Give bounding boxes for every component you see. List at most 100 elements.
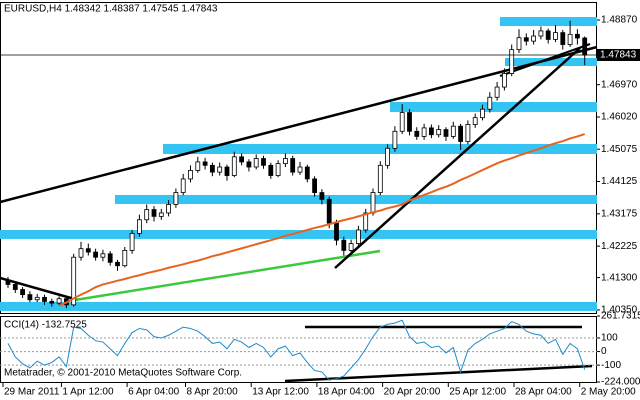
- x-tick-label: 28 Apr 04:00: [515, 387, 572, 398]
- indicator-title: CCI(14) -132.7525: [4, 320, 87, 331]
- candle-body: [509, 49, 515, 74]
- candle-body: [575, 33, 580, 39]
- candle-body: [253, 158, 259, 168]
- candle-body: [407, 112, 412, 132]
- price-panel: [0, 2, 597, 314]
- candle-body: [480, 108, 485, 119]
- candle-body: [188, 170, 193, 180]
- x-tick-label: 29 Mar 2011: [4, 387, 60, 398]
- candle-body: [553, 32, 558, 40]
- candle-body: [246, 161, 252, 168]
- candle-body: [334, 222, 339, 241]
- copyright: Metatrader, © 2001-2010 MetaQuotes Softw…: [4, 368, 242, 379]
- candle-body: [392, 130, 398, 149]
- candle-body: [224, 166, 230, 176]
- candle-body: [268, 164, 274, 176]
- y-tick-label: 1.45075: [601, 144, 638, 155]
- candle-body: [93, 251, 98, 258]
- x-tick-label: 1 Apr 12:00: [62, 387, 114, 398]
- candle-body: [450, 125, 456, 137]
- y-tick-label: 1.40350: [601, 305, 638, 316]
- candle-body: [239, 156, 245, 163]
- cci-panel: [0, 316, 597, 383]
- y-tick-label: 100: [601, 333, 618, 344]
- candle-body: [501, 73, 507, 88]
- candle-body: [209, 164, 215, 173]
- chart-title: EURUSD,H4 1.48342 1.48387 1.47545 1.4784…: [4, 4, 218, 15]
- y-tick-label: 1.48870: [601, 15, 638, 26]
- candle-body: [355, 229, 361, 244]
- candle-body: [195, 161, 201, 171]
- candle-body: [385, 147, 391, 166]
- y-tick-label: 1.44125: [601, 176, 638, 187]
- x-tick-label: 2 May 20:00: [581, 387, 636, 398]
- trendline: [0, 276, 79, 302]
- candle-body: [136, 219, 142, 234]
- candle-body: [20, 289, 26, 296]
- candle-body: [173, 192, 179, 205]
- trendline: [74, 249, 381, 302]
- candle-body: [516, 37, 522, 51]
- candle-body: [312, 178, 318, 193]
- trendline: [334, 47, 581, 269]
- candle-body: [458, 125, 464, 142]
- candle-body: [158, 212, 164, 217]
- candle-body: [5, 280, 11, 285]
- candle-body: [428, 127, 434, 136]
- candle-body: [421, 127, 427, 137]
- candle-body: [377, 164, 383, 193]
- candle-body: [56, 298, 62, 304]
- candle-body: [42, 296, 47, 302]
- zones: [0, 17, 597, 311]
- candle-body: [27, 294, 33, 301]
- candle-body: [370, 192, 376, 214]
- candle-body: [363, 212, 369, 231]
- y-tick-label: -224.0002: [601, 377, 640, 388]
- zone: [0, 301, 597, 311]
- zone: [500, 17, 597, 27]
- candle-body: [231, 156, 237, 176]
- candle-body: [34, 296, 40, 301]
- candle-body: [436, 129, 442, 136]
- candle-body: [180, 178, 186, 193]
- candle-body: [261, 158, 266, 166]
- x-tick-label: 13 Apr 12:00: [252, 387, 309, 398]
- candle-body: [531, 35, 536, 42]
- marks: [0, 20, 597, 381]
- x-tick-label: 8 Apr 20:00: [187, 387, 239, 398]
- y-tick-label: 0: [601, 346, 607, 357]
- candle-body: [414, 130, 420, 137]
- zone: [115, 194, 597, 204]
- candle-body: [341, 239, 347, 251]
- y-tick-label: 1.46020: [601, 112, 638, 123]
- current-price-label: 1.47843: [600, 50, 637, 61]
- trendline: [499, 43, 591, 77]
- candle-body: [49, 301, 55, 304]
- candle-body: [443, 129, 449, 137]
- y-tick-label: 1.46970: [601, 79, 638, 90]
- cci-line: [7, 319, 586, 381]
- candle-body: [100, 253, 106, 258]
- candle-body: [465, 124, 471, 142]
- candle-body: [304, 166, 310, 180]
- moving-average: [58, 133, 586, 307]
- candle-body: [538, 30, 544, 37]
- current-price-box: [597, 48, 640, 61]
- candle-body: [85, 248, 91, 253]
- candle-body: [122, 249, 128, 267]
- candle-body: [129, 232, 135, 251]
- candle-body: [567, 33, 573, 45]
- cci-trendline: [284, 364, 593, 383]
- candle-body: [545, 30, 551, 40]
- candle-body: [71, 256, 77, 306]
- candle-body: [297, 166, 303, 173]
- candle-body: [472, 117, 478, 125]
- candle-body: [494, 86, 500, 98]
- candle-body: [282, 158, 288, 165]
- candle-body: [107, 253, 113, 263]
- trendline: [0, 45, 598, 204]
- y-tick-label: 1.41300: [601, 272, 638, 283]
- candle-body: [275, 163, 281, 176]
- y-tick-label: 1.43175: [601, 208, 638, 219]
